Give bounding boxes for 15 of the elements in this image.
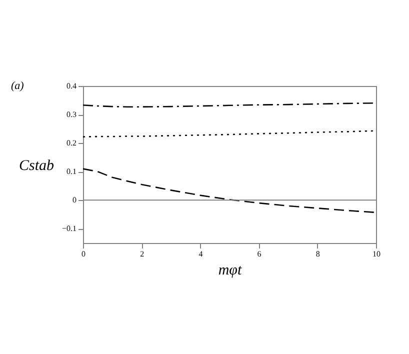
x-tick-label: 6 <box>257 250 262 258</box>
y-tick-label: −0.1 <box>62 224 76 234</box>
x-tick-label: 8 <box>316 250 320 258</box>
text: (a) <box>11 80 24 92</box>
y-tick-label: 0.3 <box>66 110 76 120</box>
x-tick-label: 10 <box>372 250 380 258</box>
y-tick-label: 0.4 <box>66 82 76 90</box>
x-axis-title: mφt <box>218 262 242 278</box>
y-tick-label: 0.1 <box>66 167 76 176</box>
y-axis-title: Cstab <box>18 158 54 174</box>
x-tick-label: 0 <box>82 250 86 258</box>
x-tick-label: 4 <box>198 250 203 258</box>
y-tick-label: 0 <box>72 196 76 205</box>
y-tick-label: 0.2 <box>66 138 76 148</box>
x-tick-label: 2 <box>140 250 144 258</box>
